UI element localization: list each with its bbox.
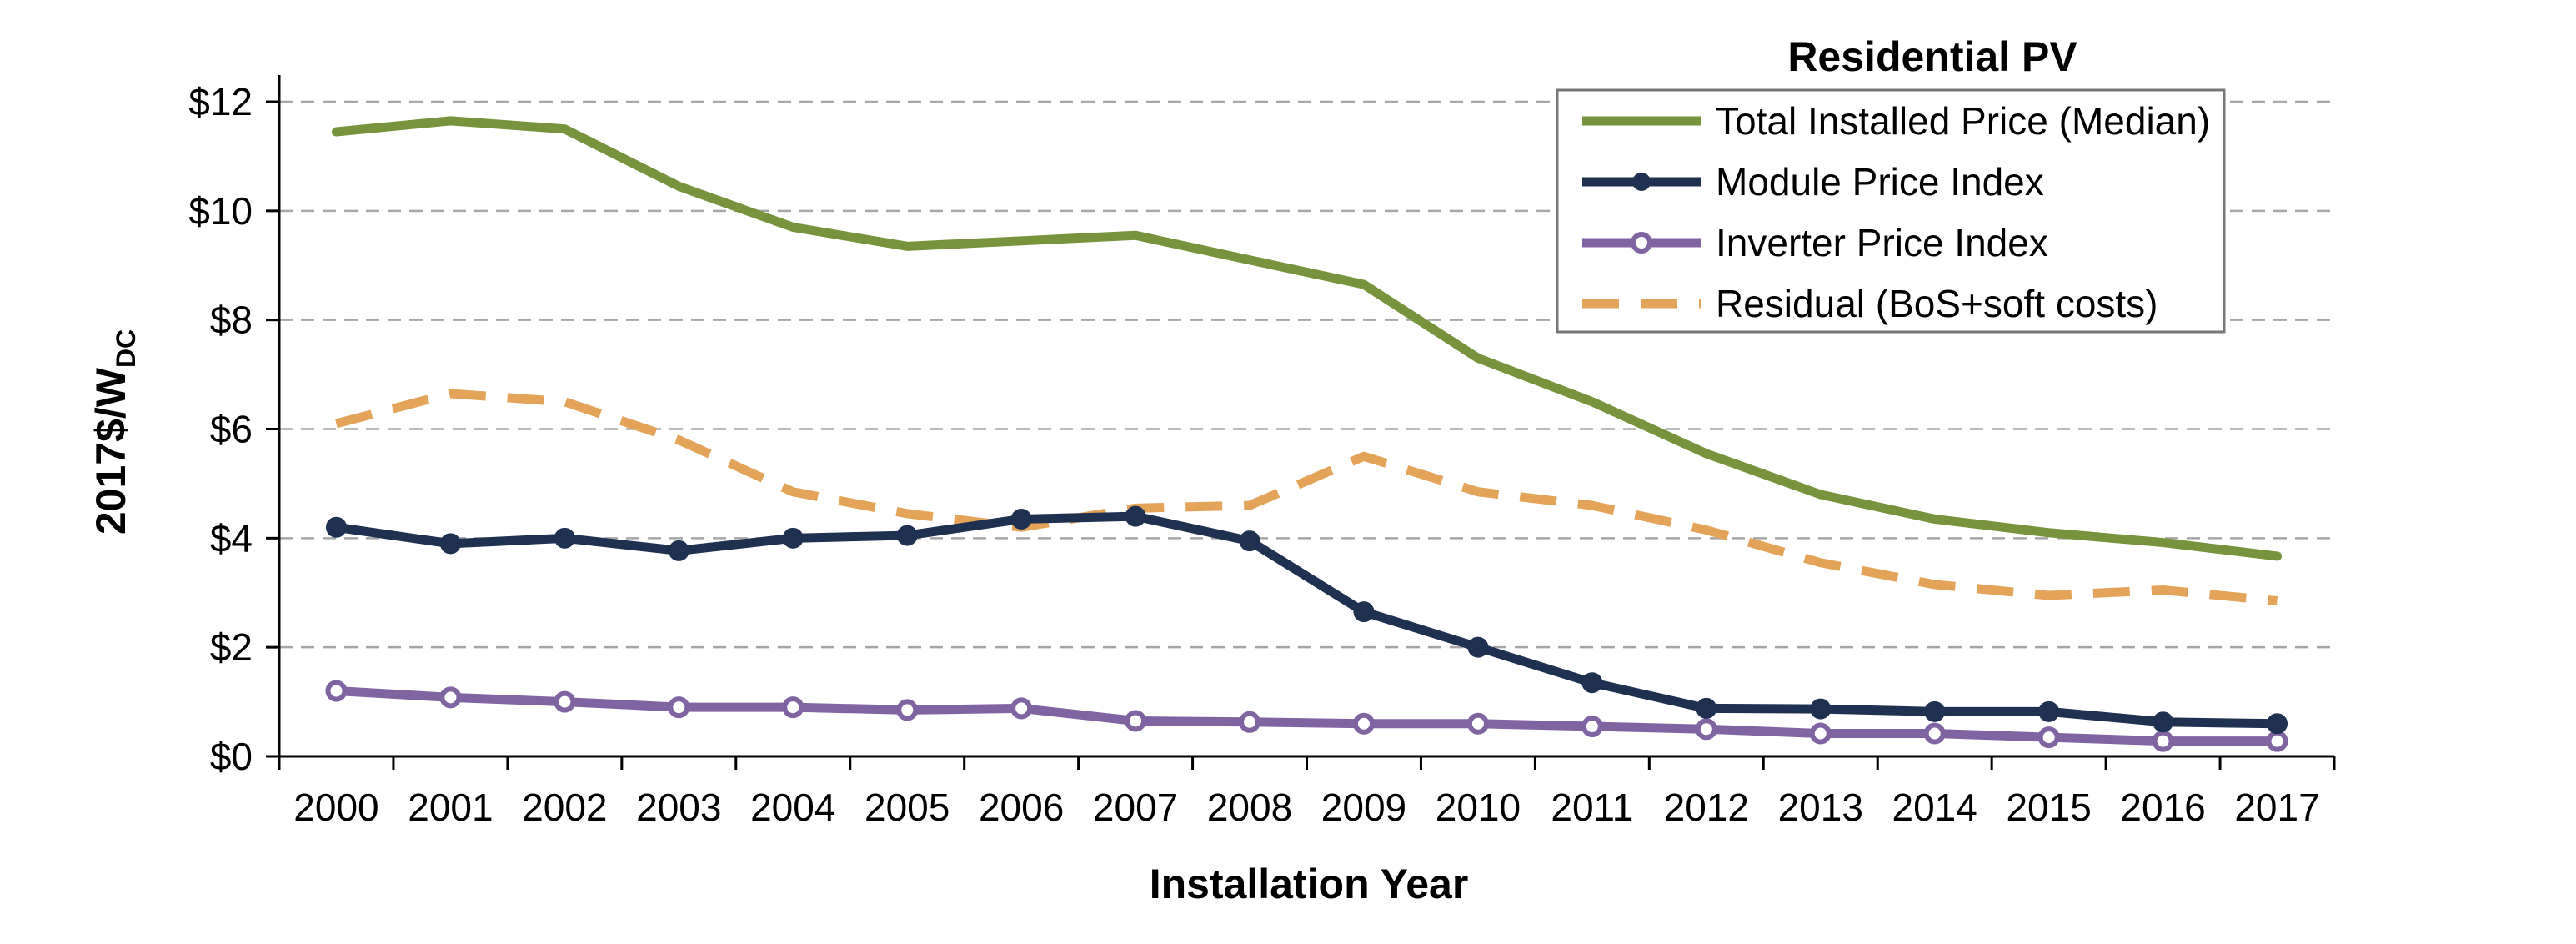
- data-point: [2266, 730, 2288, 752]
- x-tick-label: 2016: [2120, 786, 2205, 829]
- data-point: [1239, 711, 1261, 733]
- data-point: [554, 690, 576, 713]
- y-tick-label: $12: [188, 80, 253, 123]
- data-point: [782, 696, 804, 719]
- y-tick-label: $6: [210, 408, 253, 451]
- data-point: [1352, 712, 1375, 735]
- data-point: [1239, 530, 1260, 552]
- legend-label: Total Installed Price (Median): [1716, 99, 2210, 143]
- series-line: [331, 116, 2283, 561]
- data-point: [782, 527, 804, 549]
- data-point: [1125, 710, 1147, 732]
- x-tick-label: 2005: [865, 786, 950, 829]
- data-point: [668, 540, 689, 561]
- x-tick-label: 2008: [1207, 786, 1292, 829]
- x-ticks: 2000 2001 2002 2003 2004 2005 2006 2007 2008 2009…: [278, 756, 2336, 829]
- data-point: [1466, 712, 1489, 735]
- legend-label: Inverter Price Index: [1716, 221, 2048, 264]
- data-point: [1695, 718, 1717, 741]
- y-tick-label: $0: [210, 735, 253, 778]
- x-tick-label: 2007: [1093, 786, 1178, 829]
- series-line: [331, 686, 2283, 746]
- x-tick-label: 2014: [1892, 786, 1977, 829]
- legend-box: [1556, 88, 2226, 334]
- legend-marker: [1632, 173, 1651, 191]
- y-axis-title-main: 2017$/W: [88, 367, 134, 535]
- x-tick-label: 2002: [522, 786, 607, 829]
- data-point: [1010, 697, 1033, 720]
- data-point: [1353, 601, 1375, 623]
- series-module-price-index: [325, 505, 2288, 735]
- legend-marker: [1631, 232, 1652, 254]
- data-point: [2153, 711, 2174, 733]
- data-point: [1581, 672, 1603, 694]
- data-point: [1923, 722, 1946, 745]
- legend-label: Residual (BoS+soft costs): [1716, 282, 2158, 325]
- data-point: [2038, 700, 2060, 722]
- legend: Total Installed Price (Median) Module Pri…: [1556, 88, 2226, 334]
- data-point: [1924, 700, 1946, 722]
- legend-item: Inverter Price Index: [1582, 221, 2048, 264]
- y-tick-label: $2: [210, 625, 253, 669]
- data-point: [1467, 636, 1489, 658]
- x-tick-label: 2010: [1436, 786, 1521, 829]
- data-point: [554, 527, 575, 549]
- y-tick-label: $4: [210, 516, 253, 560]
- data-point: [1581, 716, 1603, 738]
- x-tick-label: 2017: [2234, 786, 2319, 829]
- data-point: [2037, 726, 2060, 749]
- data-point: [896, 699, 919, 721]
- x-tick-label: 2013: [1778, 786, 1863, 829]
- x-tick-label: 2009: [1321, 786, 1406, 829]
- series-layer: [325, 116, 2288, 752]
- series-line: [331, 511, 2283, 729]
- series-residual-bos-soft-costs: [335, 389, 2278, 606]
- x-tick-label: 2000: [293, 786, 378, 829]
- x-tick-label: 2004: [750, 786, 835, 829]
- data-point: [2267, 713, 2288, 735]
- x-tick-label: 2015: [2006, 786, 2091, 829]
- y-tick-label: $8: [210, 299, 253, 342]
- data-point: [2152, 730, 2174, 752]
- data-point: [325, 680, 348, 702]
- legend-item: Total Installed Price (Median): [1582, 99, 2210, 143]
- data-point: [896, 525, 918, 546]
- y-axis-title-subscript: DC: [111, 329, 141, 368]
- y-tick-label: $10: [188, 189, 253, 233]
- x-tick-label: 2011: [1551, 786, 1633, 829]
- data-point: [668, 696, 690, 719]
- series-line: [335, 389, 2278, 606]
- x-tick-label: 2012: [1664, 786, 1749, 829]
- legend-item: Module Price Index: [1582, 160, 2044, 203]
- data-point: [325, 516, 347, 538]
- data-point: [1696, 697, 1717, 719]
- data-point: [1809, 722, 1832, 745]
- x-axis-title: Installation Year: [1150, 861, 1469, 907]
- legend-label: Module Price Index: [1716, 160, 2044, 203]
- data-point: [1010, 508, 1032, 530]
- x-tick-label: 2001: [408, 786, 493, 829]
- series-total-installed-price-median: [331, 116, 2283, 561]
- data-point: [439, 533, 461, 555]
- x-tick-label: 2003: [636, 786, 721, 829]
- legend-item: Residual (BoS+soft costs): [1582, 282, 2158, 325]
- data-point: [1810, 698, 1832, 720]
- y-ticks: $0 $2 $4 $6 $8 $10 $12: [188, 80, 279, 778]
- y-axis-title: 2017$/WDC: [88, 329, 141, 535]
- data-point: [439, 686, 462, 709]
- chart-title: Residential PV: [1787, 33, 2077, 80]
- x-tick-label: 2006: [979, 786, 1064, 829]
- data-point: [1125, 505, 1146, 527]
